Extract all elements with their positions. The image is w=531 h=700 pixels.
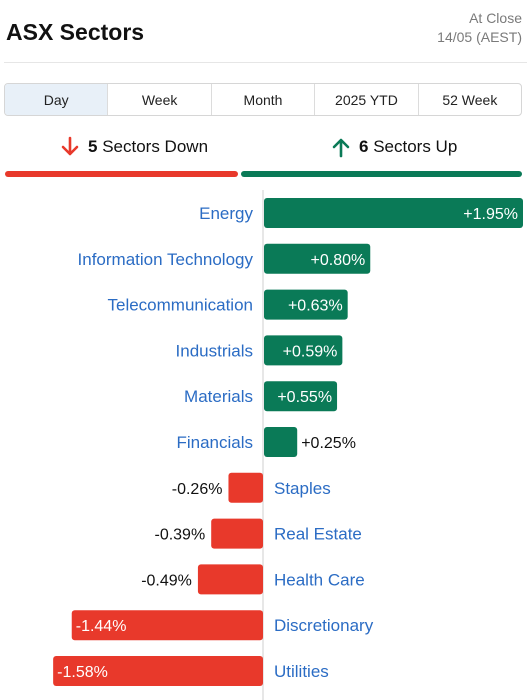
sectors-up-summary: 6 Sectors Up	[331, 136, 457, 158]
category-label-4[interactable]: Materials	[184, 387, 253, 406]
value-label-4: +0.55%	[277, 389, 332, 406]
sectors-up-count: 6	[359, 137, 369, 156]
header-divider	[4, 62, 527, 63]
category-label-5[interactable]: Financials	[176, 433, 253, 452]
value-label-9: -1.44%	[76, 618, 127, 635]
value-label-7: -0.39%	[154, 527, 205, 544]
sectors-down-bar	[5, 171, 238, 177]
page-title: ASX Sectors	[6, 19, 145, 45]
bar-10[interactable]	[53, 656, 264, 686]
arrow-down-icon	[61, 136, 79, 156]
category-label-3[interactable]: Industrials	[176, 341, 253, 360]
value-label-1: +0.80%	[311, 252, 366, 269]
bar-4[interactable]	[264, 381, 338, 412]
category-label-1[interactable]: Information Technology	[78, 250, 254, 269]
period-tabs: Day Week Month 2025 YTD 52 Week	[4, 83, 522, 116]
close-status-label: At Close	[469, 10, 522, 26]
bar-0[interactable]	[264, 198, 523, 228]
sector-chart: Energy +1.95% Information Technology +0.80%…	[53, 190, 523, 700]
tab-week[interactable]: Week	[108, 84, 212, 115]
category-label-9[interactable]: Discretionary	[274, 616, 374, 635]
category-label-10[interactable]: Utilities	[274, 662, 329, 681]
sectors-up-label: Sectors Up	[373, 137, 458, 156]
category-label-2[interactable]: Telecommunication	[107, 296, 253, 315]
bar-5[interactable]	[264, 427, 298, 457]
value-label-10: -1.58%	[57, 664, 108, 681]
sectors-up-bar	[241, 171, 522, 177]
arrow-up-icon	[332, 138, 350, 158]
value-label-2: +0.63%	[288, 298, 343, 315]
sectors-down-count: 5	[88, 137, 98, 156]
bar-3[interactable]	[264, 335, 343, 366]
bar-7[interactable]	[211, 518, 263, 549]
value-label-0: +1.95%	[463, 206, 518, 223]
category-label-8[interactable]: Health Care	[274, 570, 365, 589]
tab-52-week[interactable]: 52 Week	[442, 91, 498, 108]
tab-month[interactable]: Month	[212, 84, 316, 115]
sectors-down-label: Sectors Down	[102, 137, 209, 156]
tab-ytd[interactable]: 2025 YTD	[315, 84, 419, 115]
close-status-date: 14/05 (AEST)	[437, 29, 522, 45]
tab-day[interactable]: Day	[5, 84, 109, 115]
sectors-down-summary: 5 Sectors Down	[60, 136, 208, 158]
value-label-8: -0.49%	[141, 572, 192, 589]
bar-1[interactable]	[264, 243, 371, 274]
category-label-0[interactable]: Energy	[199, 204, 253, 223]
category-label-7[interactable]: Real Estate	[274, 525, 362, 544]
category-label-6[interactable]: Staples	[274, 479, 331, 498]
value-label-3: +0.59%	[283, 343, 338, 360]
bar-9[interactable]	[71, 610, 263, 641]
close-status: At Close 14/05 (AEST)	[437, 9, 522, 47]
bar-8[interactable]	[197, 564, 263, 595]
value-label-5: +0.25%	[301, 435, 356, 452]
bar-2[interactable]	[264, 289, 348, 320]
bar-6[interactable]	[228, 472, 263, 503]
value-label-6: -0.26%	[172, 481, 223, 498]
